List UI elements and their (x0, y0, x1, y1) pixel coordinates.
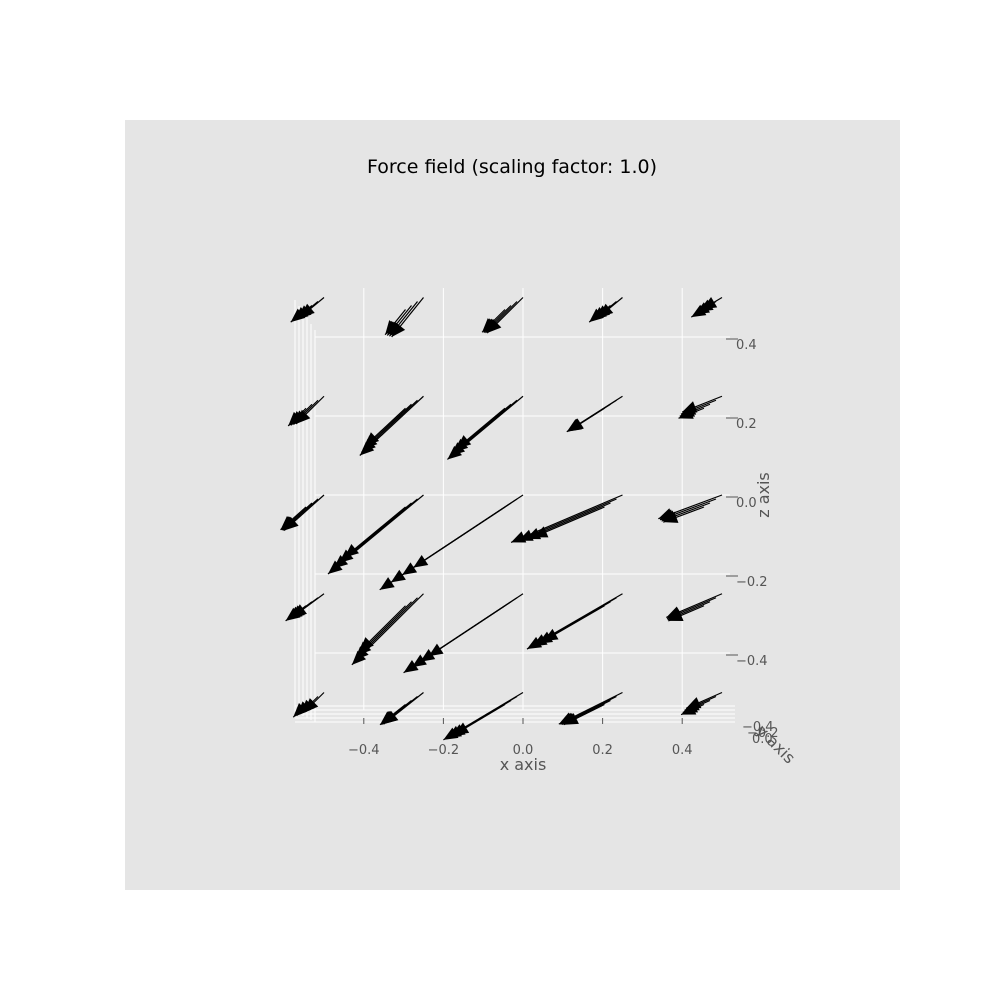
arrow-head (344, 544, 359, 558)
y-tick-label: −0.2 (747, 726, 779, 741)
ticks-layer: −0.4 −0.2 0.0 0.2 0.4−0.4−0.20.00.20.4−0.4−0… (348, 338, 779, 758)
y-tick-label: 0.0 (752, 732, 773, 747)
arrow-head (420, 649, 436, 662)
force-arrow (558, 691, 623, 726)
arrow-head (411, 654, 427, 668)
force-arrow (351, 593, 424, 666)
axes-pane (125, 120, 900, 890)
arrow-head (428, 643, 444, 657)
force-arrow (379, 494, 524, 591)
arrow-head (681, 703, 697, 715)
arrow-head (678, 407, 694, 419)
force-arrow (678, 395, 723, 419)
arrow-head (288, 411, 303, 426)
arrow-head (543, 628, 559, 642)
arrow-head (413, 554, 429, 568)
force-arrow (481, 297, 524, 334)
grid-layer (294, 288, 735, 723)
force-arrow (292, 692, 325, 718)
arrow-head (532, 634, 548, 647)
x-axis-label: x axis (500, 755, 547, 774)
arrow-head (663, 511, 679, 523)
force-arrow (446, 395, 524, 460)
arrow-head (380, 711, 395, 725)
x-tick-label: 0.2 (592, 743, 613, 758)
z-tick-label: −0.2 (736, 575, 768, 590)
force-arrow (566, 395, 623, 433)
arrow-head (290, 308, 306, 323)
arrow-shaft (428, 605, 506, 657)
x-tick-label: 0.0 (513, 743, 534, 758)
z-axis-label: z axis (754, 472, 773, 518)
arrow-head (280, 515, 295, 530)
force-arrow (290, 297, 325, 323)
force-arrow (690, 296, 723, 318)
arrow-head (390, 569, 406, 583)
force-arrow (287, 395, 325, 427)
force-arrow (285, 593, 325, 622)
arrow-head (537, 631, 554, 644)
force-arrow (666, 593, 723, 622)
force-arrow (327, 494, 424, 575)
force-arrow (588, 297, 623, 323)
z-tick-label: 0.0 (736, 496, 757, 511)
arrow-head (379, 577, 395, 590)
force-arrow (280, 494, 325, 531)
arrow-head (526, 636, 543, 650)
force-arrow (526, 593, 623, 650)
arrow-head (568, 418, 584, 432)
arrow-head (364, 432, 380, 447)
arrow-head (285, 607, 301, 621)
force-arrow (384, 297, 424, 338)
x-tick-label: −0.4 (348, 743, 380, 758)
arrow-head (691, 304, 707, 318)
arrow-head (385, 320, 399, 335)
x-tick-label: 0.4 (672, 743, 693, 758)
force-arrow (510, 494, 623, 543)
arrow-head (456, 435, 472, 449)
force-arrow (379, 692, 424, 726)
arrow-shaft (412, 506, 506, 569)
force-arrow (680, 691, 723, 716)
arrow-head (668, 609, 684, 621)
force-arrow (403, 593, 524, 674)
arrow-head (454, 722, 470, 735)
y-tick-label: −0.4 (742, 720, 774, 735)
arrow-head (482, 318, 497, 333)
arrow-head (402, 562, 418, 576)
arrow-head (533, 526, 549, 538)
z-tick-label: 0.4 (736, 338, 757, 353)
chart-title: Force field (scaling factor: 1.0) (367, 156, 657, 178)
arrow-head (563, 713, 579, 725)
x-tick-label: −0.2 (428, 743, 460, 758)
z-tick-label: −0.4 (736, 654, 768, 669)
arrow-head (359, 637, 374, 652)
arrow-head (293, 703, 308, 718)
force-arrow (443, 691, 524, 741)
arrow-head (589, 308, 604, 323)
arrow-head (403, 660, 419, 673)
z-tick-label: 0.2 (736, 417, 757, 432)
force-arrow (359, 395, 424, 456)
force-arrow (658, 494, 723, 523)
arrow-layer (280, 296, 723, 741)
